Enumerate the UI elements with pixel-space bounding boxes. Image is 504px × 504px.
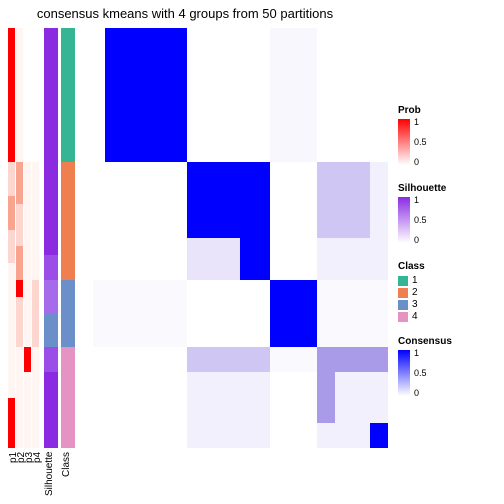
anno-col-p4 <box>32 28 39 448</box>
plot-area <box>8 28 388 448</box>
legend-tick: 0.5 <box>414 215 427 225</box>
legend-class-item: 4 <box>398 311 498 322</box>
legend-prob-gradient <box>398 119 410 165</box>
legend-class-item: 1 <box>398 275 498 286</box>
legend-class-item: 3 <box>398 299 498 310</box>
legend-class-item: 2 <box>398 287 498 298</box>
column-label: p3 <box>24 452 31 502</box>
anno-col-p1 <box>8 28 15 448</box>
legend-consensus-gradient <box>398 350 410 396</box>
anno-col-class <box>61 28 75 448</box>
legend-class: Class 1234 <box>398 261 498 322</box>
legend-silhouette-title: Silhouette <box>398 183 498 194</box>
column-label: Class <box>61 452 75 502</box>
anno-col-p2 <box>16 28 23 448</box>
consensus-heatmap <box>93 28 388 448</box>
anno-col-p3 <box>24 28 31 448</box>
column-label: p2 <box>16 452 23 502</box>
column-label: p1 <box>8 452 15 502</box>
legend-tick: 1 <box>414 117 419 127</box>
legend-tick: 0.5 <box>414 368 427 378</box>
anno-col-silhouette <box>44 28 58 448</box>
column-label: Silhouette <box>44 452 58 502</box>
legend-silhouette: Silhouette 1 0.5 0 <box>398 183 498 247</box>
legend-silhouette-gradient <box>398 197 410 243</box>
legend-tick: 0 <box>414 388 419 398</box>
annotation-columns <box>8 28 88 448</box>
legend-tick: 1 <box>414 195 419 205</box>
legends: Prob 1 0.5 0 Silhouette 1 0.5 0 Class 12… <box>398 105 498 414</box>
legend-tick: 0 <box>414 157 419 167</box>
chart-title: consensus kmeans with 4 groups from 50 p… <box>0 6 370 21</box>
column-labels: p1p2p3p4 SilhouetteClass <box>8 452 88 502</box>
legend-consensus: Consensus 1 0.5 0 <box>398 336 498 400</box>
column-label: p4 <box>32 452 39 502</box>
legend-prob-title: Prob <box>398 105 498 116</box>
legend-class-title: Class <box>398 261 498 272</box>
legend-tick: 0 <box>414 235 419 245</box>
legend-tick: 1 <box>414 348 419 358</box>
legend-prob: Prob 1 0.5 0 <box>398 105 498 169</box>
legend-tick: 0.5 <box>414 137 427 147</box>
legend-consensus-title: Consensus <box>398 336 498 347</box>
